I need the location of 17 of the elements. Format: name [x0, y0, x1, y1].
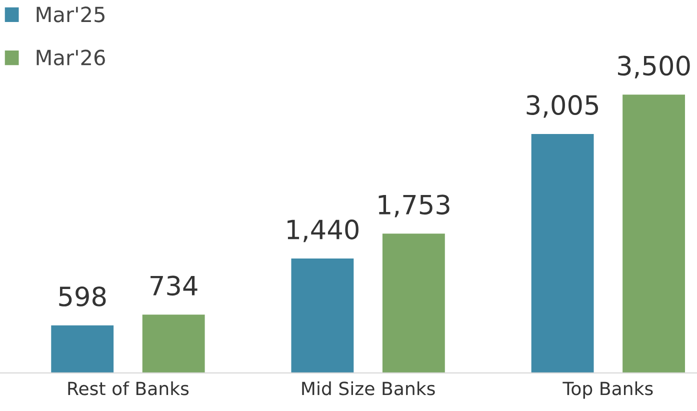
bar: [142, 314, 205, 373]
x-tick-label: Rest of Banks: [68, 381, 189, 396]
legend-label: Mar'26: [36, 50, 105, 66]
data-label: 3,500: [618, 56, 690, 78]
data-label: 3,005: [526, 95, 598, 118]
bar: [531, 134, 594, 373]
x-tick-label: Mid Size Banks: [302, 381, 435, 396]
bar: [51, 325, 114, 373]
x-tick-label: Top Banks: [562, 381, 653, 399]
data-label: 598: [59, 286, 106, 306]
data-label: 1,440: [288, 220, 358, 242]
bar: [622, 94, 685, 373]
legend-label: Mar'25: [36, 6, 104, 22]
data-label: 734: [150, 276, 198, 296]
data-label: 1,753: [378, 194, 450, 218]
bar: [291, 258, 354, 373]
bar: [382, 234, 445, 373]
